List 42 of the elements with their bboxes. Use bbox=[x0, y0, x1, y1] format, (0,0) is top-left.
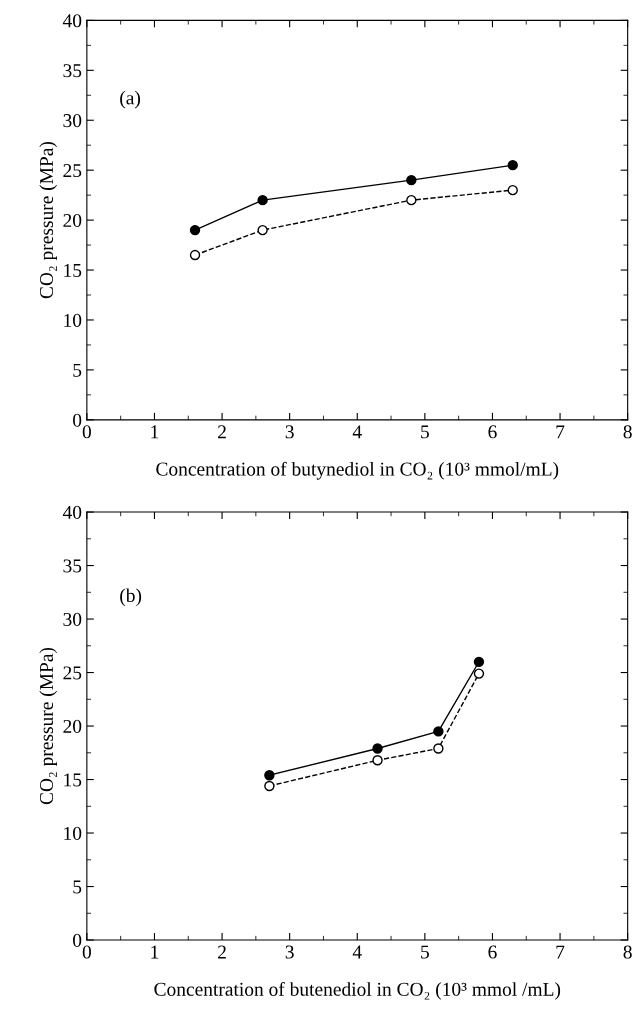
y-tick-label: 5 bbox=[73, 880, 82, 894]
x-tick-label: 6 bbox=[488, 945, 497, 959]
y-tick-label: 5 bbox=[73, 363, 82, 377]
y-tick-label: 35 bbox=[63, 64, 82, 78]
y-tick-label: 10 bbox=[64, 826, 82, 840]
x-tick-label: 7 bbox=[556, 945, 565, 959]
y-tick-label: 25 bbox=[63, 666, 82, 680]
x-tick-label: 2 bbox=[218, 425, 226, 439]
x-tick-label: 7 bbox=[556, 425, 565, 439]
x-tick-label: 6 bbox=[488, 425, 497, 439]
x-tick-label: 1 bbox=[151, 425, 159, 439]
y-tick-label: 0 bbox=[73, 933, 82, 947]
y-tick-label: 20 bbox=[63, 213, 82, 228]
y-tick-label: 30 bbox=[63, 612, 82, 626]
y-axis-title: CO₂ pressure (MPa) bbox=[39, 141, 57, 299]
x-tick-label: 4 bbox=[352, 945, 362, 959]
y-tick-label: 15 bbox=[64, 263, 82, 277]
y-tick-label: 30 bbox=[63, 114, 82, 128]
x-axis-title: Concentration of butynediol in CO₂ (10³ mmol/mL) bbox=[156, 461, 559, 480]
y-tick-label: 35 bbox=[63, 559, 82, 573]
y-tick-label: 40 bbox=[62, 14, 82, 28]
x-axis-title: Concentration of butenediol in CO₂ (10³ mmol /mL) bbox=[154, 981, 561, 1000]
annotation: (a) bbox=[120, 90, 141, 109]
x-tick-label: 3 bbox=[285, 425, 294, 439]
x-tick-label: 8 bbox=[623, 945, 632, 959]
x-tick-label: 8 bbox=[623, 425, 632, 439]
y-tick-label: 25 bbox=[63, 164, 82, 178]
annotation: (b) bbox=[120, 588, 142, 607]
y-tick-label: 20 bbox=[63, 719, 82, 733]
x-tick-label: 1 bbox=[151, 945, 159, 959]
y-tick-label: 15 bbox=[64, 773, 82, 787]
x-tick-label: 2 bbox=[218, 945, 226, 959]
x-tick-label: 0 bbox=[82, 945, 91, 959]
x-tick-label: 5 bbox=[421, 425, 429, 439]
x-tick-label: 5 bbox=[421, 945, 429, 959]
y-tick-label: 0 bbox=[73, 413, 82, 427]
y-tick-label: 40 bbox=[62, 505, 82, 519]
x-tick-label: 0 bbox=[82, 425, 91, 439]
x-tick-label: 3 bbox=[285, 945, 294, 959]
x-tick-label: 4 bbox=[352, 425, 362, 439]
y-tick-label: 10 bbox=[64, 313, 82, 327]
y-axis-title: CO₂ pressure (MPa) bbox=[39, 647, 57, 805]
